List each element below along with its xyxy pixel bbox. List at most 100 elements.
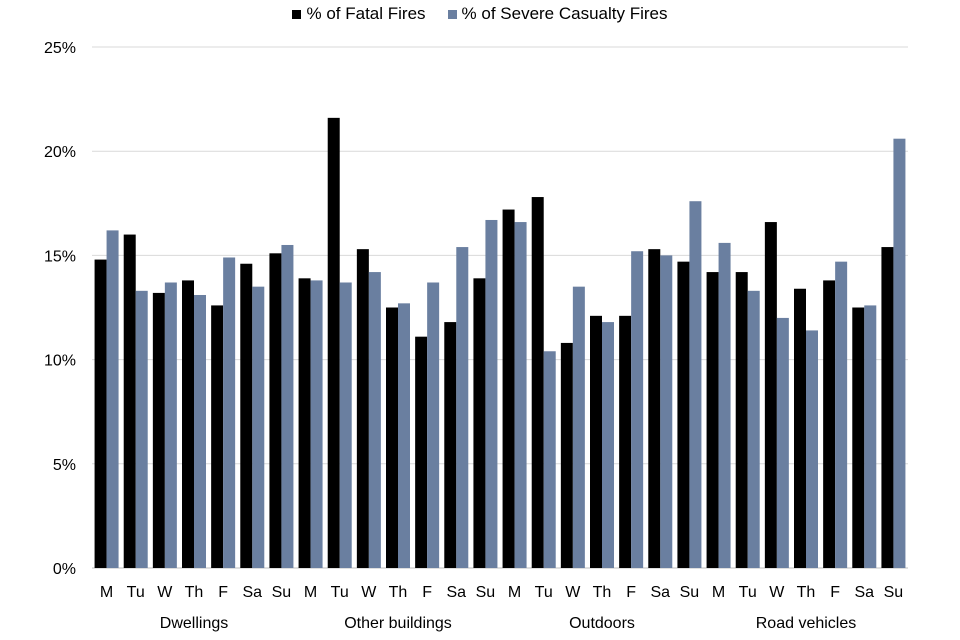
bar-fatal-fires bbox=[619, 315, 632, 568]
bar-severe-casualty-fires bbox=[339, 282, 352, 568]
legend-item-severe: % of Severe Casualty Fires bbox=[447, 4, 668, 24]
bar-severe-casualty-fires bbox=[456, 247, 469, 568]
bar-fatal-fires bbox=[240, 263, 253, 568]
bar-severe-casualty-fires bbox=[631, 251, 644, 568]
bar-severe-casualty-fires bbox=[776, 317, 789, 568]
x-tick-label-day: F bbox=[422, 584, 432, 601]
bar-fatal-fires bbox=[764, 222, 777, 568]
bar-fatal-fires bbox=[881, 247, 894, 568]
bar-severe-casualty-fires bbox=[514, 222, 527, 568]
x-tick-label-day: W bbox=[769, 584, 785, 601]
bar-fatal-fires bbox=[444, 322, 457, 568]
y-tick-label: 5% bbox=[53, 457, 76, 474]
x-tick-label-day: Sa bbox=[242, 584, 262, 601]
bar-severe-casualty-fires bbox=[194, 294, 206, 568]
bar-fatal-fires bbox=[823, 280, 836, 568]
y-tick-label: 25% bbox=[44, 40, 76, 57]
x-group-label: Dwellings bbox=[160, 615, 228, 632]
bar-severe-casualty-fires bbox=[106, 230, 119, 568]
bar-severe-casualty-fires bbox=[543, 351, 556, 568]
bar-severe-casualty-fires bbox=[602, 322, 614, 568]
bar-severe-casualty-fires bbox=[718, 242, 731, 568]
bar-severe-casualty-fires bbox=[572, 286, 585, 568]
y-tick-label: 20% bbox=[44, 144, 76, 161]
bar-fatal-fires bbox=[560, 342, 573, 568]
legend-label-severe: % of Severe Casualty Fires bbox=[461, 4, 668, 23]
x-tick-label-day: Sa bbox=[446, 584, 466, 601]
bar-severe-casualty-fires bbox=[281, 244, 294, 569]
x-group-label: Outdoors bbox=[569, 615, 635, 632]
x-tick-label-day: M bbox=[304, 584, 317, 601]
x-tick-label-day: Sa bbox=[854, 584, 874, 601]
bar-severe-casualty-fires bbox=[135, 290, 148, 568]
bar-severe-casualty-fires bbox=[398, 303, 410, 568]
bar-fatal-fires bbox=[211, 305, 224, 568]
bar-fatal-fires bbox=[94, 259, 107, 568]
y-tick-label: 0% bbox=[53, 561, 76, 578]
bar-severe-casualty-fires bbox=[252, 286, 265, 568]
x-tick-label-day: Tu bbox=[739, 584, 757, 601]
x-tick-label-day: Th bbox=[593, 584, 612, 601]
x-tick-label-day: F bbox=[830, 584, 840, 601]
bar-severe-casualty-fires bbox=[864, 305, 877, 568]
x-tick-label-day: Sa bbox=[650, 584, 670, 601]
bar-fatal-fires bbox=[327, 117, 340, 568]
x-tick-label-day: F bbox=[626, 584, 636, 601]
x-group-label: Other buildings bbox=[344, 615, 452, 632]
bar-fatal-fires bbox=[706, 272, 719, 568]
bar-severe-casualty-fires bbox=[164, 282, 177, 568]
legend-item-fatal: % of Fatal Fires bbox=[292, 4, 426, 24]
x-group-label: Road vehicles bbox=[756, 615, 857, 632]
x-tick-label-day: M bbox=[712, 584, 725, 601]
bar-fatal-fires bbox=[794, 288, 806, 568]
x-tick-label-day: M bbox=[100, 584, 113, 601]
bar-fatal-fires bbox=[531, 197, 544, 568]
bar-fatal-fires bbox=[269, 253, 282, 569]
bar-severe-casualty-fires bbox=[368, 272, 381, 568]
bar-fatal-fires bbox=[356, 249, 369, 568]
bar-fatal-fires bbox=[473, 278, 486, 568]
bar-fatal-fires bbox=[182, 280, 194, 568]
bar-severe-casualty-fires bbox=[485, 219, 498, 569]
bar-fatal-fires bbox=[677, 261, 690, 568]
x-tick-label-day: Tu bbox=[127, 584, 145, 601]
bar-severe-casualty-fires bbox=[660, 255, 673, 568]
bar-fatal-fires bbox=[386, 307, 398, 568]
bar-fatal-fires bbox=[298, 278, 311, 568]
bar-severe-casualty-fires bbox=[689, 201, 702, 568]
x-tick-label-day: W bbox=[565, 584, 581, 601]
x-tick-label-day: Th bbox=[185, 584, 204, 601]
bar-severe-casualty-fires bbox=[806, 330, 818, 568]
x-tick-label-day: M bbox=[508, 584, 521, 601]
x-tick-label-day: Tu bbox=[331, 584, 349, 601]
legend-swatch-fatal bbox=[292, 9, 302, 19]
bar-fatal-fires bbox=[590, 315, 602, 568]
x-tick-label-day: Su bbox=[884, 584, 904, 601]
x-tick-label-day: Su bbox=[680, 584, 700, 601]
legend-swatch-severe bbox=[447, 9, 457, 19]
bar-fatal-fires bbox=[852, 307, 865, 568]
chart-legend: % of Fatal Fires % of Severe Casualty Fi… bbox=[0, 4, 960, 24]
x-tick-label-day: F bbox=[218, 584, 228, 601]
x-tick-label-day: Su bbox=[272, 584, 292, 601]
bar-fatal-fires bbox=[502, 209, 515, 568]
bar-fatal-fires bbox=[123, 234, 136, 568]
y-tick-label: 15% bbox=[44, 248, 76, 265]
bar-fatal-fires bbox=[735, 272, 748, 568]
bar-fatal-fires bbox=[415, 336, 428, 568]
bar-severe-casualty-fires bbox=[223, 257, 236, 568]
bar-severe-casualty-fires bbox=[747, 290, 760, 568]
bar-severe-casualty-fires bbox=[893, 138, 906, 569]
x-tick-label-day: W bbox=[361, 584, 377, 601]
y-tick-label: 10% bbox=[44, 353, 76, 370]
x-tick-label-day: Th bbox=[797, 584, 816, 601]
bar-severe-casualty-fires bbox=[310, 280, 323, 568]
x-tick-label-day: Tu bbox=[535, 584, 553, 601]
x-tick-label-day: Th bbox=[389, 584, 408, 601]
bar-fatal-fires bbox=[152, 292, 165, 568]
bar-severe-casualty-fires bbox=[835, 261, 848, 568]
bar-severe-casualty-fires bbox=[427, 282, 440, 568]
legend-label-fatal: % of Fatal Fires bbox=[306, 4, 426, 23]
bar-fatal-fires bbox=[648, 249, 661, 568]
